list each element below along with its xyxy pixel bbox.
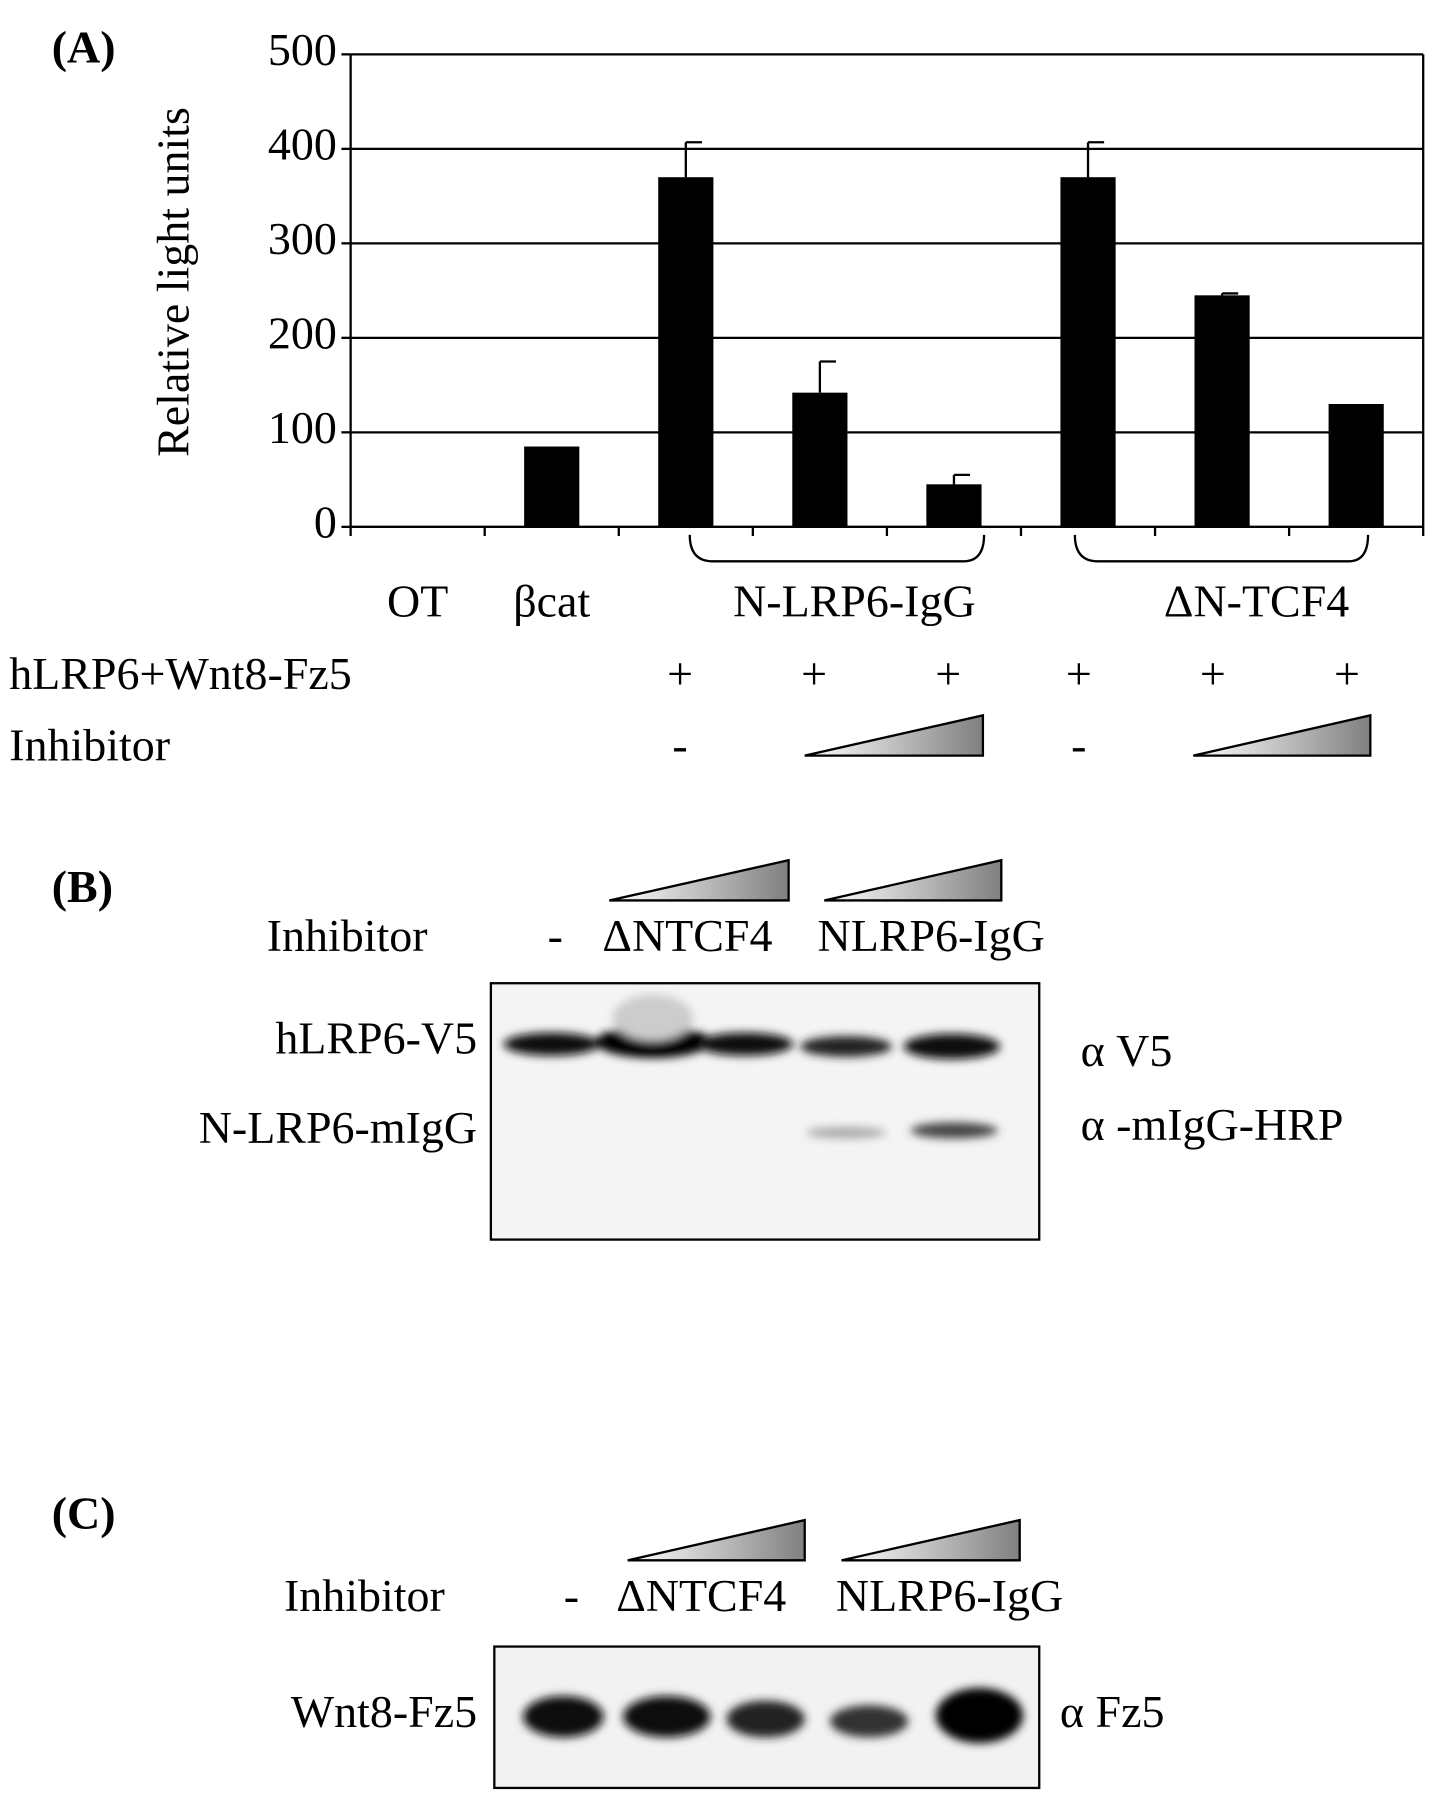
dose-wedge bbox=[609, 858, 790, 902]
y-tick-label: 300 bbox=[268, 213, 337, 264]
condition-mark: + bbox=[1334, 648, 1360, 699]
band-label: hLRP6-V5 bbox=[275, 1013, 477, 1064]
antibody-label: α Fz5 bbox=[1060, 1686, 1165, 1737]
bar bbox=[1194, 295, 1250, 527]
lane-label: ΔNTCF4 bbox=[616, 1570, 786, 1621]
y-tick-label: 200 bbox=[268, 307, 337, 358]
lane-label: - bbox=[564, 1570, 579, 1621]
bar bbox=[1328, 403, 1384, 527]
error-bar bbox=[952, 473, 971, 485]
blot-image bbox=[489, 982, 1041, 1241]
condition-mark: + bbox=[1200, 648, 1226, 699]
bar bbox=[658, 177, 714, 527]
y-tick-label: 100 bbox=[268, 402, 337, 453]
dose-wedge bbox=[627, 1518, 806, 1562]
bar bbox=[524, 446, 580, 527]
condition-mark: + bbox=[801, 648, 827, 699]
condition-mark: - bbox=[672, 719, 687, 770]
blot-bands bbox=[523, 1687, 1024, 1744]
error-bar bbox=[818, 360, 836, 393]
condition-mark: + bbox=[667, 648, 693, 699]
x-tick-label: OT bbox=[387, 576, 448, 627]
group-bracket bbox=[1073, 534, 1370, 563]
error-bar bbox=[684, 141, 702, 178]
condition-mark: + bbox=[935, 648, 961, 699]
lane-label: ΔNTCF4 bbox=[602, 910, 772, 961]
condition-mark: + bbox=[1066, 648, 1092, 699]
x-tick-label: βcat bbox=[513, 576, 590, 627]
inhibitor-label: Inhibitor bbox=[267, 910, 428, 961]
dose-wedge bbox=[841, 1518, 1021, 1562]
condition-mark: - bbox=[1071, 719, 1086, 770]
x-tick-label: ΔN-TCF4 bbox=[1164, 576, 1349, 627]
error-bar bbox=[1220, 292, 1239, 296]
condition-label: Inhibitor bbox=[9, 719, 170, 770]
lane-label: - bbox=[548, 910, 563, 961]
error-bar bbox=[1086, 141, 1105, 178]
inhibitor-label: Inhibitor bbox=[284, 1570, 445, 1621]
panel-label: (A) bbox=[52, 22, 116, 73]
panel-label: (B) bbox=[52, 861, 113, 912]
bar bbox=[926, 484, 982, 527]
lane-label: NLRP6-IgG bbox=[818, 910, 1045, 961]
x-tick-label: N-LRP6-IgG bbox=[733, 576, 976, 627]
antibody-label: α V5 bbox=[1081, 1025, 1173, 1076]
dose-wedge bbox=[1193, 713, 1372, 757]
y-tick-label: 500 bbox=[268, 24, 337, 75]
panel-label: (C) bbox=[52, 1487, 116, 1538]
group-bracket bbox=[688, 534, 986, 563]
band-label: Wnt8-Fz5 bbox=[291, 1686, 477, 1737]
condition-label: hLRP6+Wnt8-Fz5 bbox=[9, 648, 352, 699]
lane-label: NLRP6-IgG bbox=[836, 1570, 1063, 1621]
antibody-label: α -mIgG-HRP bbox=[1081, 1099, 1344, 1150]
bar bbox=[1060, 177, 1116, 527]
y-tick-label: 400 bbox=[268, 118, 337, 169]
dose-wedge bbox=[804, 713, 985, 757]
blot-bands bbox=[503, 994, 1001, 1139]
y-axis-label: Relative light units bbox=[148, 107, 199, 457]
y-tick-label: 0 bbox=[314, 496, 337, 547]
band-label: N-LRP6-mIgG bbox=[199, 1102, 477, 1153]
bar bbox=[792, 392, 848, 527]
dose-wedge bbox=[824, 858, 1003, 902]
